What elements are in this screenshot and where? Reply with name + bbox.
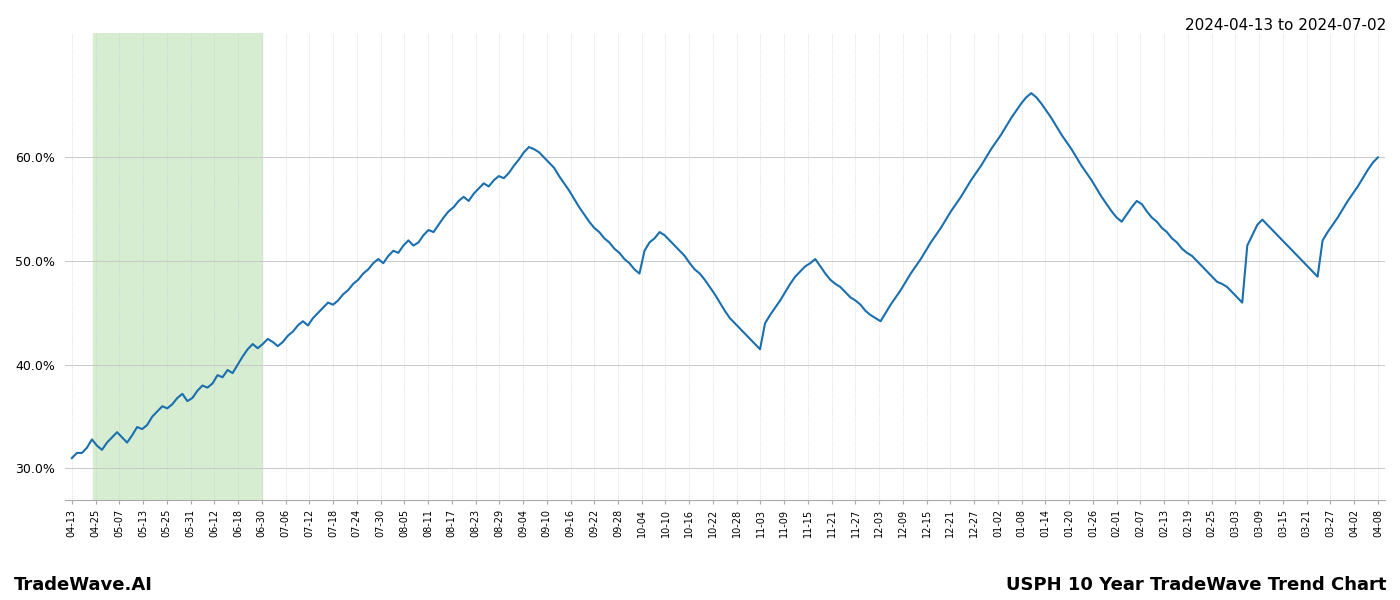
Bar: [94, 33, 262, 500]
Text: USPH 10 Year TradeWave Trend Chart: USPH 10 Year TradeWave Trend Chart: [1005, 576, 1386, 594]
Text: 2024-04-13 to 2024-07-02: 2024-04-13 to 2024-07-02: [1184, 18, 1386, 33]
Text: TradeWave.AI: TradeWave.AI: [14, 576, 153, 594]
